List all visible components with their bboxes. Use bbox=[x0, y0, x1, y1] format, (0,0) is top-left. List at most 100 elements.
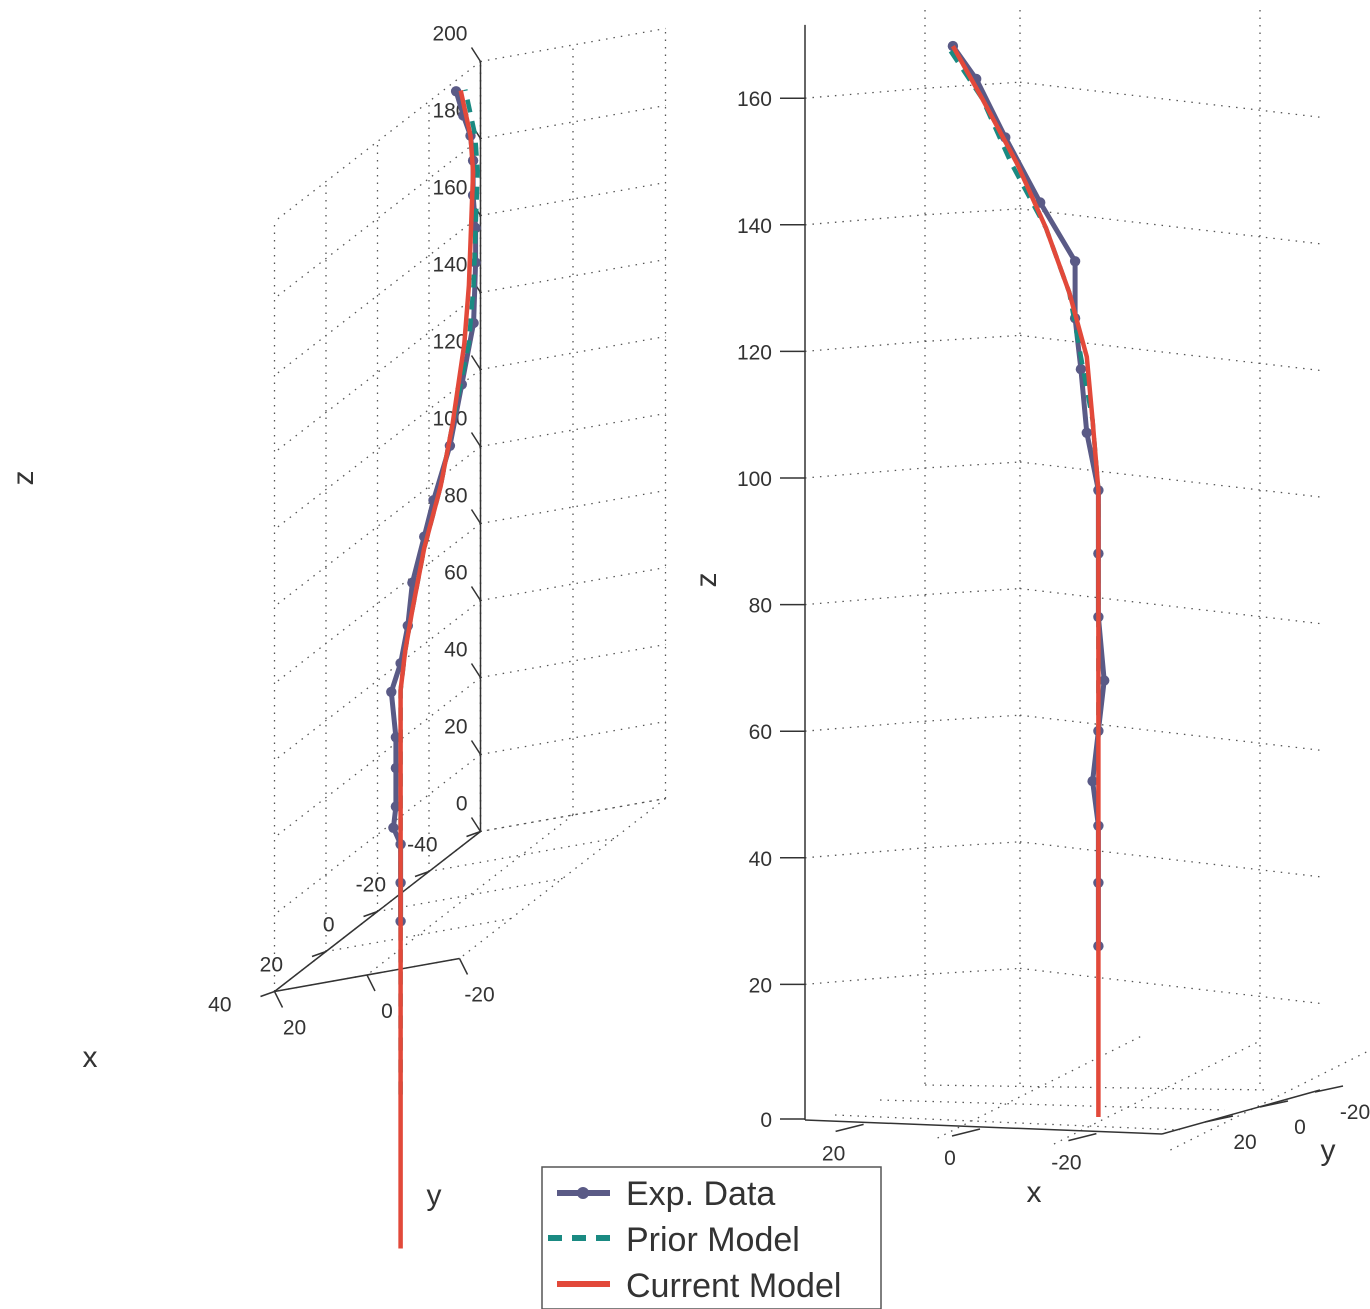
left-x-tick-mark-2 bbox=[363, 910, 378, 918]
left-z-tick-label-1: 20 bbox=[444, 716, 467, 739]
left-plot-grid bbox=[273, 27, 667, 993]
right-z-tick-label-5: 100 bbox=[737, 468, 772, 491]
legend-label-exp-data: Exp. Data bbox=[626, 1175, 775, 1213]
right-grid-z-a-60 bbox=[804, 720, 926, 732]
left-x-tick-mark-4 bbox=[466, 830, 481, 838]
right-x-tick-mark-1 bbox=[951, 1128, 981, 1137]
left-grid-back-z-200 bbox=[480, 27, 666, 63]
right-series-exp-data-point-9 bbox=[1081, 427, 1093, 438]
left-z-tick-mark-4 bbox=[470, 509, 482, 524]
right-series-prior-model bbox=[945, 44, 1101, 738]
left-x-tick-label-0: 40 bbox=[208, 994, 231, 1017]
right-x-tick-mark-2 bbox=[1068, 1132, 1097, 1142]
right-grid-floor-x-20 bbox=[937, 1034, 1144, 1139]
left-series-exp-data-point-7 bbox=[386, 686, 397, 698]
right-grid-z-b-40 bbox=[924, 841, 1021, 849]
legend-item-prior-model: Prior Model bbox=[548, 1221, 800, 1259]
right-series-current-model bbox=[950, 45, 1101, 1117]
right-z-tick-label-1: 20 bbox=[749, 974, 772, 997]
right-grid-floor-y-0 bbox=[834, 1114, 1181, 1131]
right-x-tick-mark-0 bbox=[835, 1123, 864, 1133]
left-y-tick-mark-0 bbox=[273, 991, 284, 1008]
legend-label-current-model: Current Model bbox=[626, 1267, 841, 1305]
legend: Exp. Data Prior Model Current Model bbox=[541, 1166, 882, 1309]
right-series-exp-data-point-5 bbox=[1099, 675, 1110, 686]
right-x-tick-label-1: 0 bbox=[944, 1147, 956, 1170]
right-grid-z-c-140 bbox=[1019, 208, 1321, 245]
right-z-axis-label: z bbox=[690, 573, 723, 588]
right-grid-z-b-120 bbox=[924, 334, 1021, 343]
left-x-tick-label-4: -40 bbox=[407, 834, 437, 857]
left-x-tick-label-3: -20 bbox=[356, 874, 386, 897]
right-3d-plot: 0 20 40 60 80 100 120 140 160 20 0 -20 20 0 -20 z x y bbox=[690, 10, 1370, 1209]
right-series-prior-model-line bbox=[945, 44, 1101, 738]
legend-item-exp-data: Exp. Data bbox=[557, 1175, 775, 1213]
right-grid-z-a-140 bbox=[804, 214, 926, 226]
legend-item-current-model: Current Model bbox=[557, 1267, 841, 1305]
right-y-tick-mark-1 bbox=[1259, 1100, 1289, 1108]
left-z-tick-label-10: 200 bbox=[432, 23, 467, 46]
right-grid-z-a-80 bbox=[804, 593, 926, 606]
right-z-tick-label-0: 0 bbox=[760, 1109, 772, 1132]
right-z-tick-label-8: 160 bbox=[737, 88, 772, 111]
left-z-tick-label-0: 0 bbox=[456, 793, 468, 816]
left-y-axis-label: y bbox=[427, 1179, 442, 1212]
left-grid-back-z-40 bbox=[480, 643, 666, 679]
left-grid-back-z-60 bbox=[480, 566, 666, 602]
left-y-tick-mark-2 bbox=[458, 958, 469, 975]
left-grid-back-z-120 bbox=[480, 335, 666, 371]
left-grid-floor-x-0 bbox=[377, 877, 563, 913]
right-plot-grid bbox=[804, 10, 1370, 1151]
left-x-tick-label-1: 20 bbox=[260, 954, 283, 977]
left-x-axis-label: x bbox=[83, 1041, 98, 1074]
left-plot-series bbox=[386, 86, 481, 1249]
right-grid-z-a-160 bbox=[804, 87, 926, 99]
left-3d-plot: 02040608010012014016018020040200-20-4020… bbox=[7, 23, 667, 1249]
right-series-exp-data-line bbox=[950, 44, 1107, 947]
right-grid-z-a-120 bbox=[804, 340, 926, 353]
left-grid-back-z-0 bbox=[480, 797, 666, 833]
right-grid-z-b-140 bbox=[924, 208, 1021, 216]
left-z-tick-label-3: 60 bbox=[444, 562, 467, 585]
left-z-tick-mark-2 bbox=[470, 663, 482, 678]
right-grid-z-b-80 bbox=[924, 587, 1021, 596]
right-grid-z-c-80 bbox=[1019, 587, 1321, 625]
left-z-tick-mark-0 bbox=[470, 817, 482, 832]
left-series-current-model-line bbox=[398, 90, 476, 1249]
left-plot-axes bbox=[260, 47, 482, 1008]
left-z-tick-mark-5 bbox=[470, 432, 482, 447]
left-z-tick-label-7: 140 bbox=[432, 254, 467, 277]
right-y-tick-label-1: 0 bbox=[1294, 1116, 1306, 1139]
left-series-exp-data-point-22 bbox=[450, 86, 462, 97]
left-plot-tick-labels: 02040608010012014016018020040200-20-4020… bbox=[208, 23, 495, 1040]
left-x-tick-mark-1 bbox=[311, 950, 327, 958]
right-grid-z-c-100 bbox=[1019, 461, 1321, 498]
right-z-tick-label-4: 80 bbox=[749, 595, 772, 618]
right-grid-floor-y-1 bbox=[879, 1099, 1226, 1111]
left-grid-floor-x--20 bbox=[428, 837, 615, 873]
left-z-tick-mark-3 bbox=[470, 586, 482, 601]
left-y-tick-label-1: 0 bbox=[381, 1000, 393, 1023]
right-series-current-model-line bbox=[950, 45, 1101, 1117]
right-series-exp-data bbox=[947, 40, 1110, 952]
left-grid-back-z-160 bbox=[480, 181, 666, 217]
left-series-current-model bbox=[398, 90, 476, 1249]
left-z-tick-label-4: 80 bbox=[444, 485, 467, 508]
left-x-tick-mark-3 bbox=[414, 870, 430, 878]
right-z-tick-label-7: 140 bbox=[737, 215, 772, 238]
right-z-tick-label-3: 60 bbox=[749, 721, 772, 744]
right-y-tick-mark-0 bbox=[1204, 1115, 1234, 1123]
right-grid-z-b-160 bbox=[924, 81, 1021, 89]
right-grid-z-c-40 bbox=[1019, 841, 1321, 878]
left-z-tick-label-6: 120 bbox=[432, 331, 467, 354]
left-grid-back-z-180 bbox=[480, 104, 666, 140]
right-grid-z-c-160 bbox=[1019, 81, 1321, 118]
right-grid-z-a-20 bbox=[804, 973, 926, 986]
right-y-axis-label: y bbox=[1321, 1134, 1336, 1167]
right-grid-z-b-20 bbox=[924, 967, 1021, 976]
right-grid-floor-x--20 bbox=[1170, 1049, 1370, 1151]
left-z-tick-mark-10 bbox=[470, 47, 482, 62]
right-plot-tick-labels: 0 20 40 60 80 100 120 140 160 20 0 -20 20 0 -20 bbox=[737, 88, 1370, 1174]
right-grid-z-b-100 bbox=[924, 461, 1021, 469]
